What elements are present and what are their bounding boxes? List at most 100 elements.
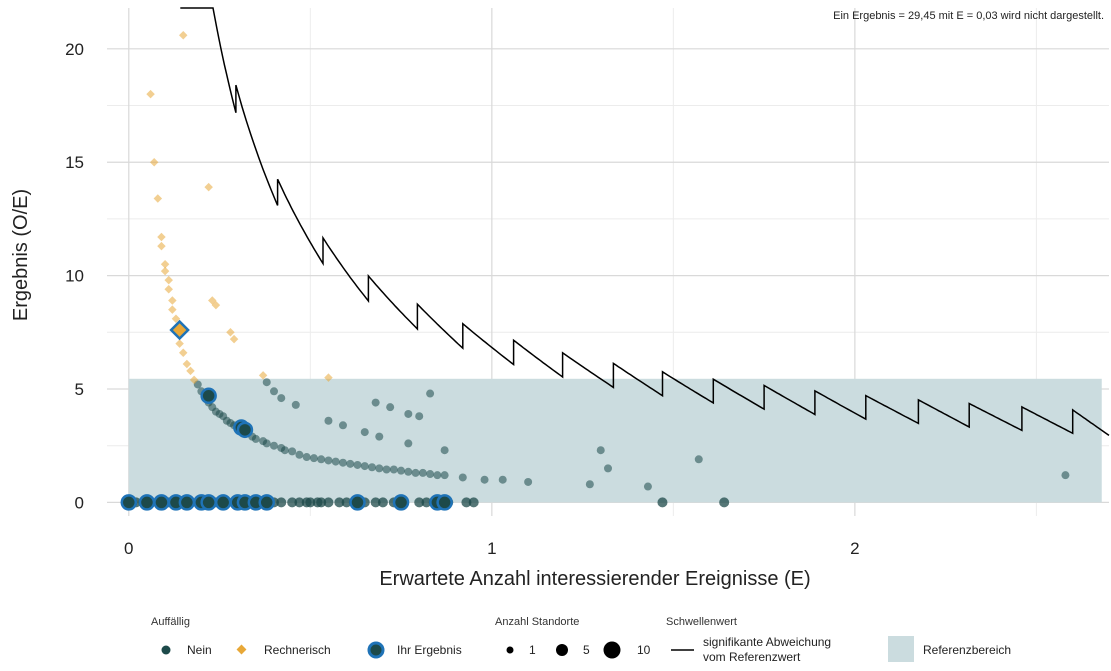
point-nein — [338, 421, 347, 430]
point-ihr-ergebnis — [236, 421, 254, 439]
point-nein — [375, 432, 384, 441]
point-rechnerisch — [160, 260, 170, 269]
legend-threshold-label-line1: signifikante Abweichung — [703, 635, 831, 649]
point-ihr-ergebnis — [178, 494, 196, 511]
y-tick-label: 0 — [75, 493, 84, 512]
point-nein — [251, 434, 260, 443]
legend-title-auffaellig: Auffällig — [151, 616, 190, 628]
legend-title-anzahl: Anzahl Standorte — [495, 616, 579, 628]
point-nein — [498, 475, 507, 484]
point-nein — [461, 497, 472, 508]
point-nein — [375, 464, 384, 473]
point-nein — [280, 446, 289, 455]
y-tick-label: 15 — [65, 153, 84, 172]
point-nein — [309, 454, 318, 463]
point-nein — [386, 403, 395, 412]
point-nein — [433, 471, 442, 480]
point-ihr-ergebnis — [258, 494, 275, 511]
y-axis-title: Ergebnis (O/E) — [10, 189, 32, 321]
point-nein — [294, 497, 305, 508]
y-tick-label: 20 — [65, 40, 84, 59]
point-nein — [331, 457, 340, 466]
point-ihr-ergebnis — [169, 319, 190, 341]
legend-nein-symbol — [161, 645, 171, 655]
legend-nein-label: Nein — [187, 643, 212, 657]
point-nein — [382, 465, 391, 474]
y-tick-label: 5 — [75, 380, 84, 399]
chart-note: Ein Ergebnis = 29,45 mit E = 0,03 wird n… — [833, 10, 1104, 22]
points-layer — [120, 30, 1070, 511]
point-nein — [277, 394, 286, 403]
point-ihr-ergebnis — [200, 387, 217, 405]
point-rechnerisch — [324, 373, 333, 382]
threshold-layer — [180, 7, 1110, 437]
reference-range — [128, 378, 1102, 503]
point-rechnerisch — [157, 241, 166, 251]
point-nein — [426, 470, 435, 479]
point-rechnerisch — [168, 305, 177, 314]
point-nein — [353, 460, 362, 469]
legend-ihr-ergebnis-label: Ihr Ergebnis — [397, 643, 462, 657]
legend-size-10-symbol — [603, 641, 621, 659]
point-nein — [719, 497, 730, 508]
x-tick-label: 2 — [850, 539, 859, 558]
point-rechnerisch — [164, 275, 173, 285]
point-nein — [596, 446, 605, 455]
point-nein — [305, 497, 316, 508]
point-ihr-ergebnis — [120, 494, 138, 511]
point-rechnerisch — [178, 30, 188, 40]
point-nein — [604, 464, 612, 473]
legend-rechnerisch-symbol — [236, 644, 247, 655]
point-rechnerisch — [146, 89, 155, 99]
point-nein — [458, 473, 467, 482]
legend-threshold-label-line2: vom Referenzwert — [703, 650, 801, 664]
point-nein — [377, 497, 388, 508]
point-ihr-ergebnis — [214, 494, 232, 511]
legend-rechnerisch-label: Rechnerisch — [264, 643, 331, 657]
point-rechnerisch — [204, 182, 213, 192]
point-nein — [360, 428, 369, 437]
point-rechnerisch — [164, 284, 173, 294]
legend-title-schwellenwert: Schwellenwert — [666, 616, 737, 628]
point-rechnerisch — [160, 266, 170, 276]
point-nein — [262, 439, 271, 448]
point-rechnerisch — [153, 194, 163, 203]
point-nein — [360, 462, 369, 471]
point-nein — [421, 497, 432, 508]
point-nein — [404, 467, 413, 476]
legend-size-5-symbol — [556, 644, 568, 656]
legend-reference-symbol — [888, 636, 914, 662]
point-nein — [404, 409, 413, 418]
point-nein — [440, 446, 449, 455]
point-nein — [370, 497, 381, 508]
point-nein — [1061, 471, 1070, 480]
point-rechnerisch — [211, 300, 221, 310]
legend-size-10-label: 10 — [637, 643, 651, 657]
point-nein — [316, 497, 327, 508]
point-nein — [480, 475, 489, 484]
point-rechnerisch — [157, 232, 166, 242]
point-rechnerisch — [175, 339, 184, 348]
point-nein — [270, 387, 278, 396]
point-nein — [324, 456, 333, 465]
point-ihr-ergebnis — [436, 494, 453, 511]
legend-ihr-ergebnis-symbol — [367, 641, 385, 659]
point-nein — [338, 458, 347, 467]
x-tick-label: 1 — [487, 539, 496, 558]
point-nein — [270, 441, 278, 450]
point-nein — [295, 450, 304, 459]
point-nein — [288, 447, 297, 456]
point-ihr-ergebnis — [138, 494, 156, 511]
point-rechnerisch — [178, 348, 188, 357]
point-nein — [411, 468, 420, 477]
point-nein — [291, 400, 300, 409]
point-nein — [317, 455, 326, 464]
point-nein — [346, 459, 355, 468]
point-nein — [323, 497, 334, 508]
threshold-line — [180, 7, 1110, 437]
point-rechnerisch — [168, 296, 177, 305]
point-ihr-ergebnis — [200, 494, 217, 511]
point-rechnerisch — [258, 371, 268, 380]
